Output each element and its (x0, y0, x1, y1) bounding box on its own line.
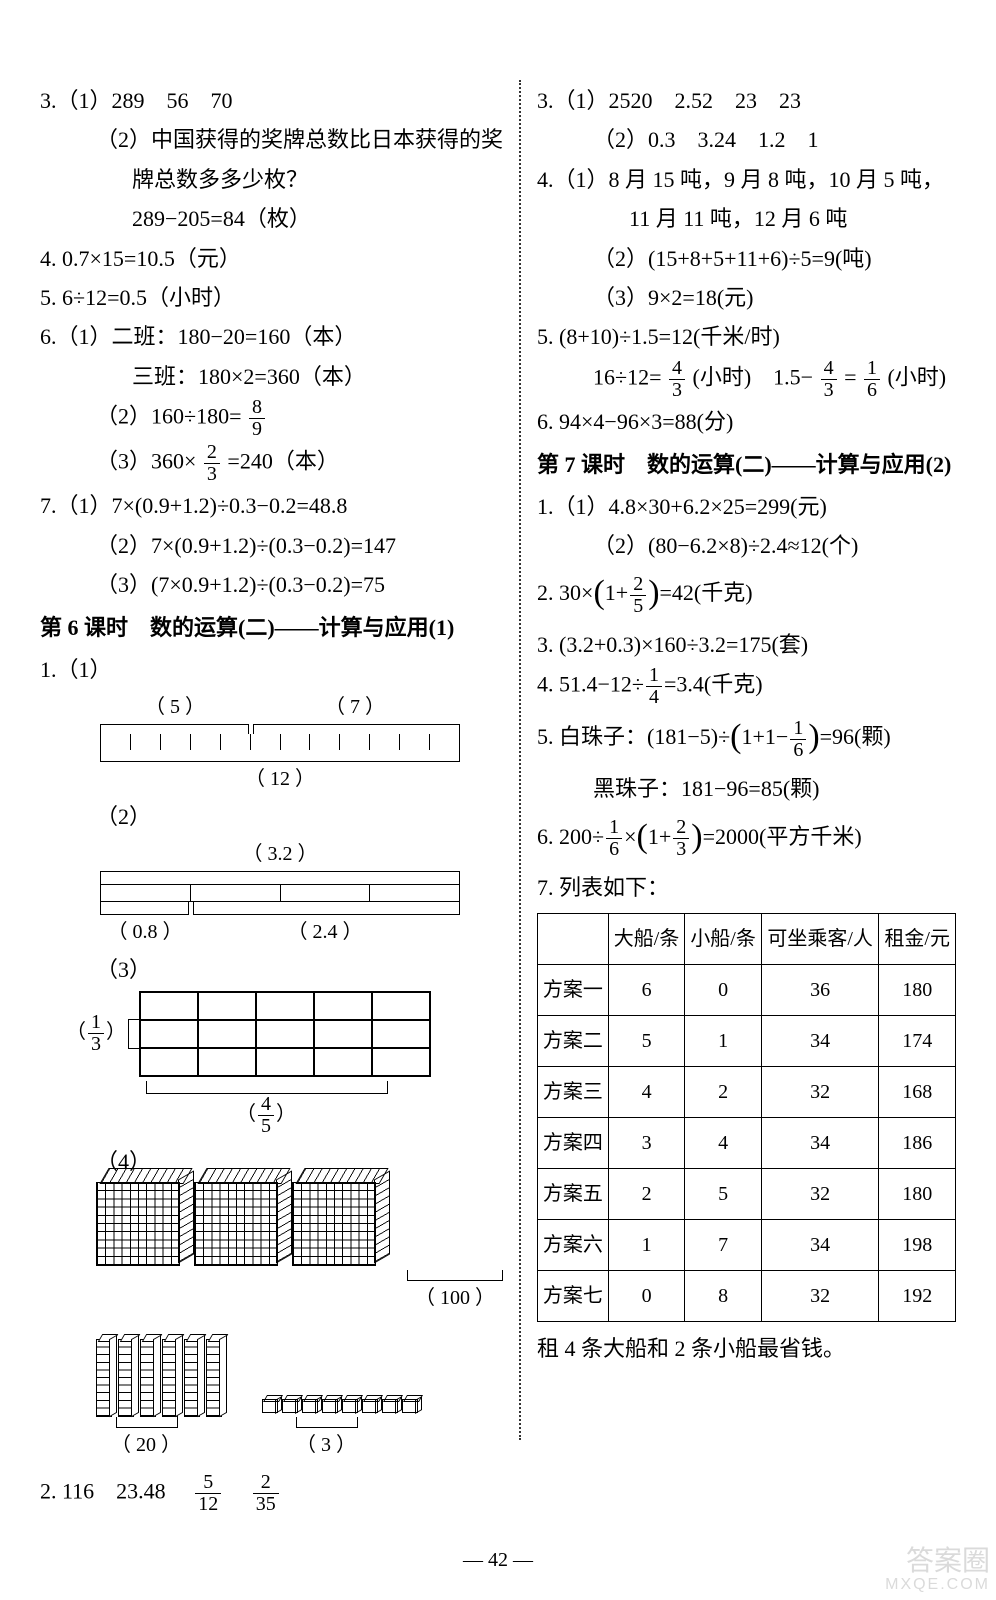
diagram-1-1: （ 5 ）（ 7 ） （ 12 ） (100, 690, 460, 796)
q6-2-pre: （2）160÷180= (96, 404, 241, 429)
diagram-1-3-bottom: （45） (112, 1081, 503, 1137)
table-body: 方案一6036180 方案二5134174 方案三4232168 方案四3434… (538, 964, 956, 1321)
r-q4-1b: 11 月 11 吨，12 月 6 吨 (537, 200, 956, 237)
table-row: 方案四3434186 (538, 1117, 956, 1168)
r-q1-2: （2）(80−6.2×8)÷2.4≈12(个) (537, 527, 956, 564)
diagram-1-3: （13） (66, 991, 436, 1077)
r-q5a: 5. (8+10)÷1.5=12(千米/时) (537, 318, 956, 355)
q7-3: （3）(7×0.9+1.2)÷(0.3−0.2)=75 (40, 566, 503, 603)
q1-2-label: （2） (40, 798, 503, 835)
table-row: 方案一6036180 (538, 964, 956, 1015)
table-row: 方案二5134174 (538, 1015, 956, 1066)
section-6-title: 第 6 课时 数的运算(二)——计算与应用(1) (40, 609, 503, 646)
q1-3-label: （3） (40, 951, 503, 988)
r-q5b: 16÷12= 43 (小时) 1.5− 43 = 16 (小时) (537, 358, 956, 401)
q7-1: 7.（1）7×(0.9+1.2)÷0.3−0.2=48.8 (40, 487, 503, 524)
th-4: 租金/元 (879, 913, 956, 964)
th-0 (538, 913, 609, 964)
th-2: 小船/条 (685, 913, 762, 964)
q7-2: （2）7×(0.9+1.2)÷(0.3−0.2)=147 (40, 527, 503, 564)
table-row: 方案三4232168 (538, 1066, 956, 1117)
r-q7-conclusion: 租 4 条大船和 2 条小船最省钱。 (537, 1330, 956, 1367)
q6-3-post: =240（本） (227, 449, 338, 474)
q4: 4. 0.7×15=10.5（元） (40, 240, 503, 277)
q6-1a: 6.（1）二班：180−20=160（本） (40, 318, 503, 355)
q6-2-frac: 89 (249, 397, 265, 440)
table-row: 方案七0832192 (538, 1270, 956, 1321)
r-q5b: 黑珠子：181−96=85(颗) (537, 770, 956, 807)
q6-3-pre: （3）360× (96, 449, 196, 474)
q3-1: 3.（1）289 56 70 (40, 82, 503, 119)
q5: 5. 6÷12=0.5（小时） (40, 279, 503, 316)
r-q1-1: 1.（1）4.8×30+6.2×25=299(元) (537, 488, 956, 525)
diagram-1-2: （ 3.2 ） （ 0.8 ）（ 2.4 ） (100, 837, 460, 949)
q1-1-label: 1.（1） (40, 651, 503, 688)
q3-2b: 牌总数多多少枚？ (40, 161, 503, 198)
r-q6r: 6. 200÷16×(1+23)=2000(平方千米) (537, 810, 956, 868)
r-q2: 2. 30×(1+25)=42(千克) (537, 566, 956, 624)
r-q4-2: （2）(15+8+5+11+6)÷5=9(吨) (537, 240, 956, 277)
r-q3-1: 3.（1）2520 2.52 23 23 (537, 82, 956, 119)
right-column: 3.（1）2520 2.52 23 23 （2）0.3 3.24 1.2 1 4… (525, 80, 956, 1560)
left-column: 3.（1）289 56 70 （2）中国获得的奖牌总数比日本获得的奖 牌总数多多… (40, 80, 515, 1560)
th-3: 可坐乘客/人 (761, 913, 879, 964)
column-separator (519, 80, 521, 1440)
page: 3.（1）289 56 70 （2）中国获得的奖牌总数比日本获得的奖 牌总数多多… (0, 0, 996, 1600)
r-q4-1a: 4.（1）8 月 15 吨，9 月 8 吨，10 月 5 吨， (537, 161, 956, 198)
table-row: 方案六1734198 (538, 1219, 956, 1270)
r-q3: 3. (3.2+0.3)×160÷3.2=175(套) (537, 626, 956, 663)
section-7-title: 第 7 课时 数的运算(二)——计算与应用(2) (537, 446, 956, 483)
q3-2a: （2）中国获得的奖牌总数比日本获得的奖 (40, 121, 503, 158)
q2: 2. 116 23.48 512 235 (40, 1472, 503, 1515)
r-q5: 5. 白珠子：(181−5)÷(1+1−16)=96(颗) (537, 710, 956, 768)
r-q4: 4. 51.4−12÷14=3.4(千克) (537, 665, 956, 708)
watermark: 答案圈 MXQE.COM (885, 1546, 990, 1594)
diagram-1-4: （ 100 ） （ 20 ） （ 3 ） (96, 1182, 503, 1462)
plan-table: 大船/条 小船/条 可坐乘客/人 租金/元 方案一6036180 方案二5134… (537, 913, 956, 1322)
r-q6: 6. 94×4−96×3=88(分) (537, 403, 956, 440)
page-number: — 42 — (0, 1549, 996, 1572)
th-1: 大船/条 (608, 913, 685, 964)
q6-1b: 三班：180×2=360（本） (40, 358, 503, 395)
q6-3-frac: 23 (204, 442, 220, 485)
r-q3-2: （2）0.3 3.24 1.2 1 (537, 121, 956, 158)
table-header-row: 大船/条 小船/条 可坐乘客/人 租金/元 (538, 913, 956, 964)
r-q4-3: （3）9×2=18(元) (537, 279, 956, 316)
r-q7: 7. 列表如下： (537, 869, 956, 906)
q6-2: （2）160÷180= 89 (40, 397, 503, 440)
table-row: 方案五2532180 (538, 1168, 956, 1219)
q6-3: （3）360× 23 =240（本） (40, 442, 503, 485)
q3-2c: 289−205=84（枚） (40, 200, 503, 237)
